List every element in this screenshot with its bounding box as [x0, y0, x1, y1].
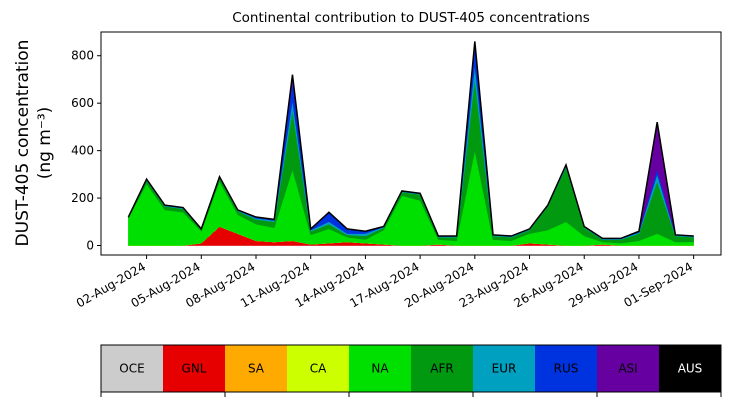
legend-swatch — [101, 345, 163, 392]
legend-label: EUR — [492, 362, 517, 376]
legend-swatch — [163, 345, 225, 392]
legend-label: ASI — [618, 362, 637, 376]
y-tick-label: 600 — [71, 96, 94, 110]
legend-label: AUS — [678, 362, 703, 376]
y-tick-label: 400 — [71, 144, 94, 158]
y-label-line: DUST-405 concentration — [13, 40, 33, 247]
legend-label: CA — [310, 362, 327, 376]
legend-label: SA — [248, 362, 265, 376]
legend-swatch — [287, 345, 349, 392]
legend-swatch — [411, 345, 473, 392]
chart-title: Continental contribution to DUST-405 con… — [232, 10, 590, 26]
legend-swatch — [659, 345, 721, 392]
legend-swatch — [349, 345, 411, 392]
legend-label: AFR — [430, 362, 453, 376]
y-axis-label: DUST-405 concentration (ng m⁻³) — [13, 40, 55, 247]
y-tick-label: 200 — [71, 191, 94, 205]
y-tick-label: 800 — [71, 49, 94, 63]
area — [127, 41, 694, 240]
legend-swatch — [535, 345, 597, 392]
legend-swatch — [473, 345, 535, 392]
y-tick-label: 0 — [86, 239, 94, 253]
y-label-line: (ng m⁻³) — [35, 107, 55, 180]
legend-label: OCE — [119, 362, 144, 376]
plot-frame — [100, 31, 722, 256]
legend-label: GNL — [182, 362, 207, 376]
legend-swatch — [597, 345, 659, 392]
legend-label: RUS — [554, 362, 579, 376]
legend-swatch — [225, 345, 287, 392]
legend-label: NA — [371, 362, 389, 376]
legend-frame — [100, 344, 722, 393]
